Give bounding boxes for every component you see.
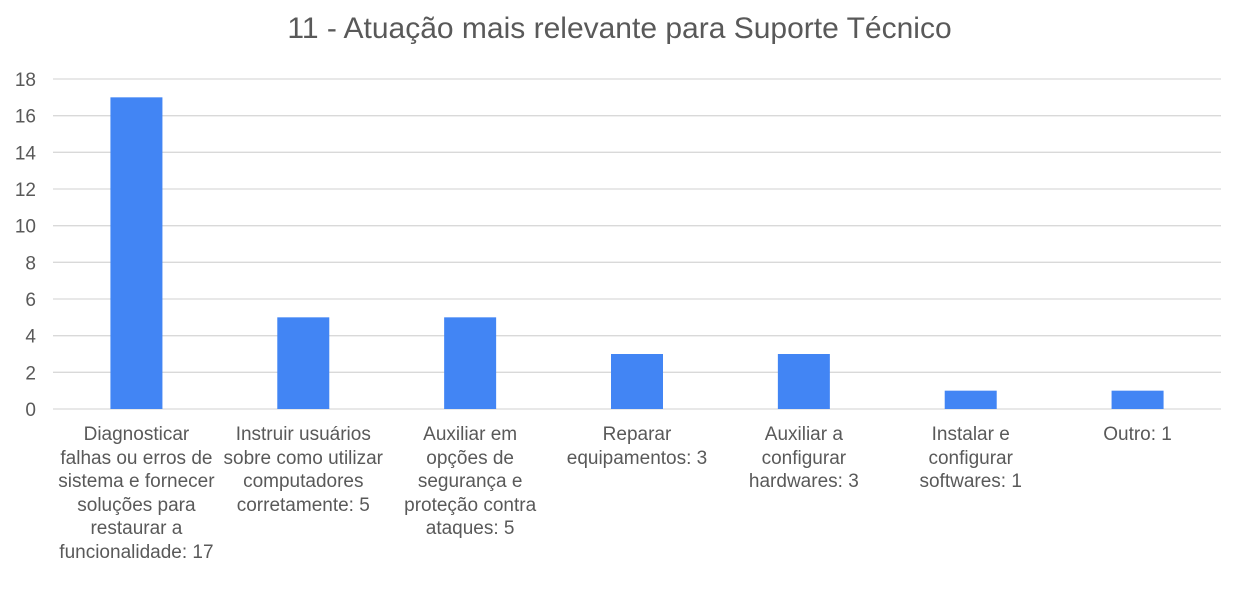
y-tick-label: 4	[25, 327, 36, 348]
y-tick-label: 10	[15, 217, 36, 238]
y-tick-label: 0	[25, 400, 36, 421]
bar	[1111, 390, 1164, 409]
bar	[110, 97, 163, 409]
y-tick-label: 14	[15, 143, 37, 164]
x-tick-label: Diagnosticar falhas ou erros de sistema …	[58, 424, 215, 563]
y-tick-label: 8	[25, 253, 36, 274]
bar	[777, 354, 830, 409]
y-tick-label: 12	[15, 180, 36, 201]
bar	[277, 317, 330, 409]
x-tick-label: Instalar e configurar softwares: 1	[919, 424, 1022, 492]
x-tick-label: Auxiliar a configurar hardwares: 3	[748, 424, 859, 492]
y-tick-label: 16	[15, 107, 36, 128]
x-tick-label: Instruir usuários sobre como utilizar co…	[223, 424, 383, 516]
y-tick-label: 6	[25, 290, 36, 311]
x-tick-label: Outro: 1	[1103, 424, 1172, 445]
x-tick-label: Reparar equipamentos: 3	[566, 424, 708, 469]
y-tick-label: 18	[15, 70, 36, 91]
y-tick-label: 2	[25, 363, 36, 384]
bar	[611, 354, 663, 409]
bar	[944, 390, 997, 409]
x-tick-label: Auxiliar em opções de segurança e proteç…	[404, 424, 537, 539]
chart-title: 11 - Atuação mais relevante para Suporte…	[287, 12, 952, 45]
bar	[444, 317, 497, 409]
